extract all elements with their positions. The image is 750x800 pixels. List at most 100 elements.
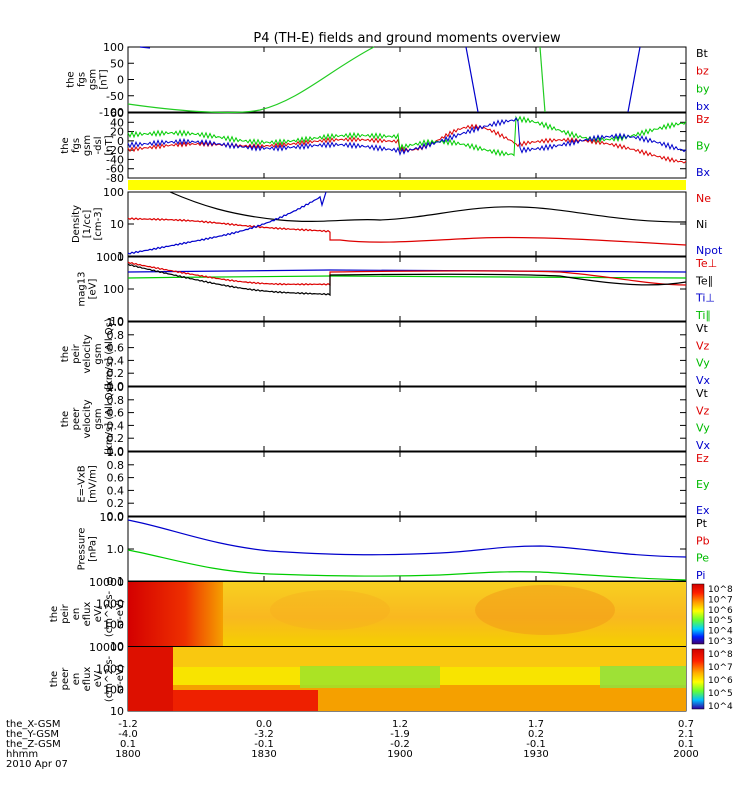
legend-entry: Ni <box>696 218 707 231</box>
legend-entry: by <box>696 82 710 95</box>
y-axis-label-line: [nPa] <box>88 536 99 562</box>
legend-entry: Npot <box>696 244 723 257</box>
y-tick-label: 0.6 <box>107 342 125 355</box>
y-axis-label-line: Density <box>71 205 82 243</box>
Ne-trace <box>127 217 687 246</box>
y-tick-label: 100 <box>103 684 124 697</box>
y-axis-label-line: the <box>60 137 71 153</box>
panel-frame-3 <box>127 191 687 257</box>
y-tick-label: 50 <box>110 57 124 70</box>
legend-entry: Ti⊥ <box>695 292 715 305</box>
y-axis-label-3: Density [1/cc] [cm-3] <box>71 205 104 243</box>
x-annotation-label: the_Z-GSM <box>6 739 61 750</box>
y-axis-label-line: the <box>60 411 71 427</box>
y-axis-label-line: [km/s] (All Qs) <box>104 383 115 455</box>
legend-entry: Te∥ <box>695 274 713 287</box>
y-tick-label: 100 <box>103 619 124 632</box>
panel-frame-7 <box>127 451 687 517</box>
legend-entry: bx <box>696 100 710 113</box>
legend-entry: Pt <box>696 517 708 530</box>
y-tick-label: -80 <box>106 172 124 185</box>
y-axis-label-line: en <box>71 673 82 686</box>
x-annotation-value: -3.2 <box>254 729 274 740</box>
electron-spectrogram-green <box>300 666 440 688</box>
y-tick-label: 0.2 <box>107 367 125 380</box>
legend-entry: Vt <box>696 387 709 400</box>
x-annotation-value: -0.1 <box>526 739 546 750</box>
y-tick-label: 0 <box>117 74 124 87</box>
Bx-trace <box>127 117 687 157</box>
y-tick-label: 20 <box>110 126 124 139</box>
legend-entry: Vz <box>696 339 710 352</box>
y-tick-label: 10 <box>110 218 124 231</box>
x-annotation-label: the_X-GSM <box>6 719 60 730</box>
legend-entry: Ex <box>696 504 710 517</box>
y-axis-label-line: Pressure <box>77 528 88 571</box>
y-axis-label-line: (cm^2-s- <box>104 590 115 637</box>
y-axis-label-8: Pressure [nPa] <box>77 528 99 571</box>
y-axis-label-line: sr-eV) <box>115 599 126 628</box>
x-annotation-value: -1.2 <box>118 719 138 730</box>
y-axis-label-line: [km/s] (All Qs) <box>104 318 115 390</box>
legend-entry: Vx <box>696 439 711 452</box>
y-axis-label-line: peir <box>60 603 71 623</box>
spectrogram-images <box>128 582 705 711</box>
y-axis-label-line: eV/ <box>93 605 104 622</box>
colorbar-tick-label: 10^6 <box>708 606 733 616</box>
y-axis-label-line: eflux <box>82 667 93 692</box>
y-tick-label: 1.0 <box>107 543 125 556</box>
x-annotation-value: -0.2 <box>390 739 410 750</box>
panel-frame-8 <box>127 516 687 582</box>
y-axis-label-6: the peer velocity gsm [km/s] (All Qs) <box>60 383 115 455</box>
electron-spectrogram-hot-edge <box>128 647 173 711</box>
y-axis-label-line: peer <box>60 667 71 691</box>
y-axis-label-line: sr-eV) <box>115 664 126 693</box>
bx-trace <box>627 46 641 113</box>
x-annotation-value: 0.0 <box>256 719 272 730</box>
y-axis-label-10: the peer en eflux eV/(cm^2-s-sr-eV) <box>49 655 126 702</box>
y-tick-label: 0 <box>117 135 124 148</box>
y-axis-label-5: the peir velocity gsm [km/s] (All Qs) <box>60 318 115 390</box>
y-axis-label-line: (cm^2-s- <box>104 655 115 702</box>
x-annotation-value: 0.1 <box>120 739 136 750</box>
Te-par-trace <box>127 263 687 297</box>
y-tick-label: 100 <box>103 283 124 296</box>
y-tick-label: 10 <box>110 705 124 718</box>
y-tick-label: 10000 <box>89 576 124 589</box>
Pe-trace <box>127 549 687 581</box>
x-annotation-value: -4.0 <box>118 729 138 740</box>
y-tick-label: 0.2 <box>107 432 125 445</box>
y-tick-label: 10000 <box>89 641 124 654</box>
y-tick-label: 1.0 <box>107 446 125 459</box>
colorbar-tick-label: 10^6 <box>708 676 733 686</box>
colorbar-tick-label: 10^4 <box>708 702 733 712</box>
legend-entry: Ti∥ <box>695 309 711 322</box>
x-annotation-value: 1.2 <box>392 719 408 730</box>
y-axis-label-line: [eV] <box>88 279 99 300</box>
panel-frame-5 <box>127 321 687 387</box>
y-tick-label: 0.6 <box>107 472 125 485</box>
y-tick-label: 0.8 <box>107 329 125 342</box>
by-trace <box>539 46 546 113</box>
legend-entry: Pe <box>696 552 709 565</box>
x-annotation-value: 1900 <box>387 749 412 760</box>
y-tick-label: 100 <box>103 41 124 54</box>
y-tick-label: -20 <box>106 144 124 157</box>
Pt-trace <box>127 519 687 558</box>
colorbar-tick-label: 10^3 <box>708 637 733 647</box>
electron-spectrogram-green <box>600 666 686 688</box>
legend-entry: Ez <box>696 452 709 465</box>
y-tick-label: 0.8 <box>107 459 125 472</box>
legend-entry: Ne <box>696 192 711 205</box>
y-tick-label: 0.4 <box>107 484 125 497</box>
y-tick-label: 60 <box>110 107 124 120</box>
y-axis-label-line: -dsl <box>93 137 104 155</box>
figure-title: P4 (TH-E) fields and ground moments over… <box>253 31 561 46</box>
y-axis-label-line: fgs <box>71 138 82 153</box>
y-tick-label: 1000 <box>96 662 124 675</box>
x-axis-annotation: the_X-GSM -1.2 0.0 1.2 1.7 0.7 the_Y-GSM -4.0 -3… <box>6 719 699 770</box>
y-tick-label: 0.0 <box>107 380 125 393</box>
y-axis-label-2: the fgs gsm -dsl [nT] <box>60 135 115 156</box>
y-tick-label: 100 <box>103 186 124 199</box>
